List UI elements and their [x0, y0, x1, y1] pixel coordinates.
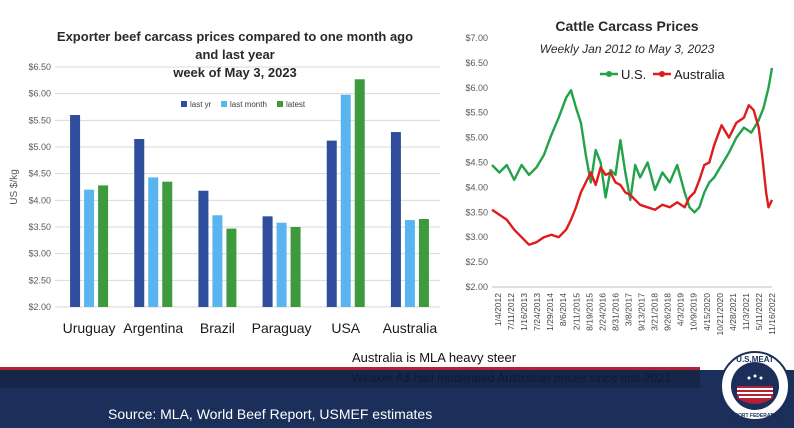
line-y-tick-label: $5.50 [465, 108, 488, 118]
line-chart-panel: Cattle Carcass Prices Weekly Jan 2012 to … [450, 0, 794, 350]
bar-y-tick-label: $5.00 [28, 142, 51, 152]
line-y-tick-label: $7.00 [465, 33, 488, 43]
line-y-tick-label: $4.00 [465, 182, 488, 192]
source-text: Source: MLA, World Beef Report, USMEF es… [108, 406, 433, 422]
bar-australia-last-month [404, 220, 415, 307]
bar-paraguay-last-month [276, 222, 287, 307]
bar-y-tick-label: $4.50 [28, 169, 51, 179]
banner-red-stripe [0, 367, 700, 370]
legend-marker [606, 71, 612, 77]
line-x-tick-label: 4/3/2019 [676, 293, 686, 326]
series-line-us [491, 67, 774, 214]
bar-chart: Exporter beef carcass prices compared to… [9, 29, 440, 336]
legend-swatch-last-yr [181, 101, 187, 107]
bar-argentina-last-month [148, 177, 159, 307]
line-x-tick-label: 11/3/2021 [741, 293, 751, 330]
bar-category-label: Argentina [123, 320, 183, 336]
line-chart: Cattle Carcass Prices Weekly Jan 2012 to … [465, 18, 777, 336]
line-x-tick-label: 4/15/2020 [702, 293, 712, 331]
line-y-tick-label: $6.00 [465, 83, 488, 93]
bar-paraguay-last-yr [262, 216, 273, 307]
legend-swatch-last-month [221, 101, 227, 107]
bar-argentina-last-yr [134, 139, 145, 307]
line-x-tick-label: 2/24/2016 [597, 293, 607, 331]
line-x-tick-label: 7/11/2012 [506, 293, 516, 330]
legend-label: latest [286, 100, 306, 109]
bar-category-label: USA [331, 320, 360, 336]
bar-uruguay-last-month [84, 189, 95, 307]
logo-bottom-text: EXPORT FEDERATION [728, 413, 782, 419]
line-x-tick-label: 5/11/2022 [754, 293, 764, 330]
bar-brazil-latest [226, 228, 237, 307]
line-y-tick-label: $2.00 [465, 282, 488, 292]
bar-y-tick-label: $3.50 [28, 222, 51, 232]
bar-paraguay-latest [290, 227, 301, 307]
bar-uruguay-latest [98, 185, 109, 307]
line-x-tick-label: 1/4/2012 [493, 293, 503, 326]
line-x-tick-label: 2/11/2015 [571, 293, 581, 330]
legend-label: U.S. [621, 67, 646, 82]
line-y-tick-label: $3.50 [465, 207, 488, 217]
bar-usa-last-yr [326, 140, 337, 307]
line-y-tick-label: $6.50 [465, 58, 488, 68]
legend-marker [659, 71, 665, 77]
bar-y-axis-label: US $/kg [9, 169, 20, 205]
bar-y-tick-label: $4.00 [28, 195, 51, 205]
line-x-tick-label: 10/21/2020 [715, 293, 725, 336]
line-y-tick-label: $2.50 [465, 257, 488, 267]
legend-label: Australia [674, 67, 725, 82]
line-x-tick-label: 1/29/2014 [545, 293, 555, 331]
line-x-tick-label: 1/16/2013 [519, 293, 529, 331]
line-x-tick-label: 3/21/2018 [650, 293, 660, 331]
line-x-tick-label: 3/8/2017 [623, 293, 633, 326]
line-x-tick-label: 9/26/2018 [663, 293, 673, 331]
banner-dark-band [0, 370, 700, 388]
bar-y-tick-label: $2.50 [28, 275, 51, 285]
bar-y-tick-label: $2.00 [28, 302, 51, 312]
bar-chart-panel: Exporter beef carcass prices compared to… [0, 0, 450, 350]
bar-usa-latest [354, 79, 365, 308]
line-x-tick-label: 8/31/2016 [610, 293, 620, 331]
line-x-tick-label: 10/9/2019 [689, 293, 699, 331]
bar-y-tick-label: $5.50 [28, 115, 51, 125]
logo-top-text: U.S.MEAT [736, 355, 774, 364]
line-chart-title: Cattle Carcass Prices [555, 18, 698, 34]
chart-caption: Australia is MLA heavy steer [352, 350, 517, 365]
bar-usa-last-month [340, 94, 351, 307]
bar-australia-latest [418, 219, 429, 307]
bar-category-label: Australia [383, 320, 438, 336]
bar-chart-title-line: week of May 3, 2023 [172, 65, 297, 80]
line-x-tick-label: 8/19/2015 [584, 293, 594, 331]
bar-y-tick-label: $6.50 [28, 62, 51, 72]
line-x-tick-label: 4/28/2021 [728, 293, 738, 331]
line-x-tick-label: 9/13/2017 [637, 293, 647, 331]
legend-label: last yr [190, 100, 212, 109]
bar-argentina-latest [162, 181, 173, 307]
footer-banner [0, 367, 794, 428]
bar-australia-last-yr [390, 132, 401, 307]
line-x-tick-label: 7/24/2013 [532, 293, 542, 331]
line-y-tick-label: $5.00 [465, 133, 488, 143]
bar-category-label: Brazil [200, 320, 235, 336]
usmef-logo: U.S.MEAT EXPORT FEDERATION [719, 350, 791, 422]
series-line-australia [491, 103, 774, 246]
legend-label: last month [230, 100, 267, 109]
bar-category-label: Uruguay [63, 320, 116, 336]
footnote: Weaker A$ had moderated Australian price… [352, 371, 671, 385]
line-y-tick-label: $4.50 [465, 158, 488, 168]
bar-uruguay-last-yr [70, 115, 81, 307]
bar-y-tick-label: $3.00 [28, 249, 51, 259]
legend-swatch-latest [277, 101, 283, 107]
bar-category-label: Paraguay [252, 320, 312, 336]
bar-chart-title-line: Exporter beef carcass prices compared to… [57, 29, 413, 44]
line-y-tick-label: $3.00 [465, 232, 488, 242]
line-x-tick-label: 11/16/2022 [767, 293, 777, 335]
bar-chart-title-line: and last year [195, 47, 275, 62]
bar-brazil-last-month [212, 215, 223, 307]
line-chart-subtitle: Weekly Jan 2012 to May 3, 2023 [540, 42, 715, 56]
bar-y-tick-label: $6.00 [28, 89, 51, 99]
bar-brazil-last-yr [198, 190, 209, 307]
line-x-tick-label: 8/6/2014 [558, 293, 568, 326]
